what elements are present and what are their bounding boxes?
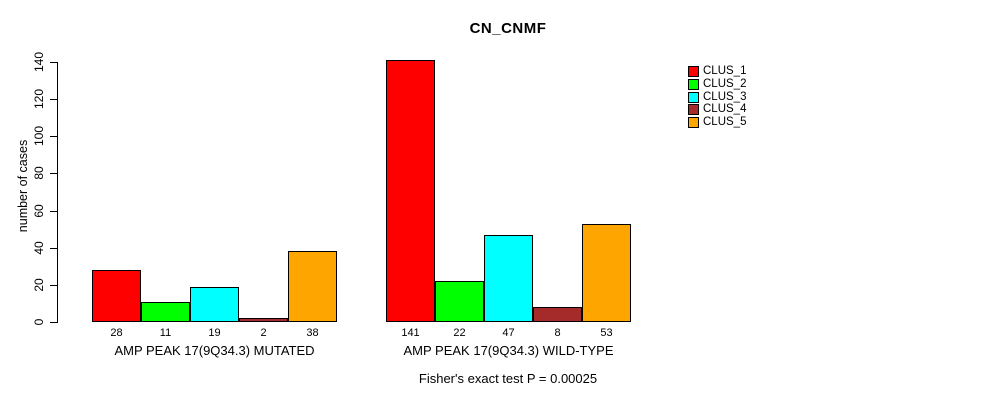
- y-axis-tick: [50, 285, 57, 286]
- legend-label: CLUS_1: [703, 65, 747, 77]
- y-axis-tick: [50, 322, 57, 323]
- bar-value-label: 22: [453, 327, 466, 339]
- bar-value-label: 53: [600, 327, 613, 339]
- bar-clus_4-2: [533, 307, 582, 322]
- bar-value-label: 28: [110, 327, 123, 339]
- bar-value-label: 8: [554, 327, 561, 339]
- y-axis-tick: [50, 99, 57, 100]
- legend-swatch-clus_2: [688, 79, 699, 90]
- legend-label: CLUS_2: [703, 78, 747, 90]
- bar-clus_5-1: [288, 251, 337, 322]
- bar-value-label: 47: [502, 327, 515, 339]
- y-axis-tick-label: 0: [32, 318, 46, 326]
- legend-swatch-clus_5: [688, 117, 699, 128]
- y-axis-tick: [50, 136, 57, 137]
- y-axis-tick-label: 60: [32, 204, 46, 218]
- category-label: AMP PEAK 17(9Q34.3) MUTATED: [114, 343, 315, 358]
- bar-value-label: 2: [260, 327, 267, 339]
- y-axis-tick-label: 40: [32, 241, 46, 255]
- bar-value-label: 19: [208, 327, 221, 339]
- y-axis-tick-label: 120: [32, 88, 46, 110]
- y-axis-tick-label: 100: [32, 125, 46, 147]
- legend-label: CLUS_3: [703, 91, 747, 103]
- y-axis-tick-label: 80: [32, 166, 46, 180]
- category-label: AMP PEAK 17(9Q34.3) WILD-TYPE: [403, 343, 614, 358]
- bar-clus_5-2: [582, 224, 631, 322]
- bar-clus_3-1: [190, 287, 239, 322]
- legend-swatch-clus_1: [688, 66, 699, 77]
- y-axis-line: [57, 62, 58, 323]
- y-axis-label: number of cases: [16, 139, 30, 233]
- legend-swatch-clus_4: [688, 104, 699, 115]
- bar-value-label: 38: [306, 327, 319, 339]
- y-axis-tick: [50, 173, 57, 174]
- bar-clus_2-1: [141, 302, 190, 322]
- bar-clus_1-1: [92, 270, 141, 322]
- y-axis-tick-label: 140: [32, 51, 46, 73]
- annotation-text: Fisher's exact test P = 0.00025: [418, 371, 598, 386]
- y-axis-tick: [50, 62, 57, 63]
- bar-clus_4-1: [239, 318, 288, 322]
- y-axis-tick: [50, 248, 57, 249]
- bar-clus_1-2: [386, 60, 435, 322]
- y-axis-tick: [50, 211, 57, 212]
- legend-label: CLUS_5: [703, 116, 747, 128]
- legend-swatch-clus_3: [688, 92, 699, 103]
- chart-title: CN_CNMF: [469, 20, 547, 37]
- bar-value-label: 141: [401, 327, 420, 339]
- bar-clus_2-2: [435, 281, 484, 322]
- bar-clus_3-2: [484, 235, 533, 322]
- bar-value-label: 11: [159, 327, 172, 339]
- legend-label: CLUS_4: [703, 103, 747, 115]
- y-axis-tick-label: 20: [32, 278, 46, 292]
